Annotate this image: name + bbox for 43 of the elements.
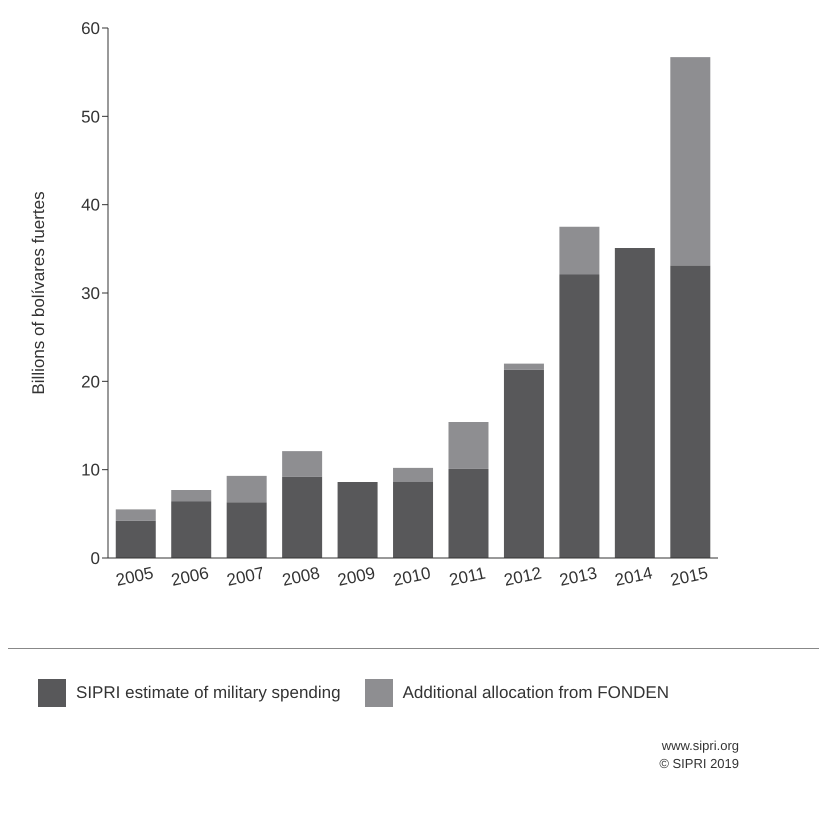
bar xyxy=(559,274,600,558)
bar xyxy=(504,370,544,558)
bar xyxy=(226,476,267,502)
legend-label: SIPRI estimate of military spending xyxy=(76,683,341,703)
text: www.sipri.org xyxy=(660,737,739,755)
x-tick-label: 2008 xyxy=(280,563,322,590)
bar xyxy=(282,476,322,558)
x-tick-label: 2015 xyxy=(668,563,710,590)
bar xyxy=(171,490,212,502)
y-tick-label: 0 xyxy=(90,549,100,568)
x-tick-label: 2005 xyxy=(114,563,156,590)
x-tick-label: 2007 xyxy=(225,563,266,590)
x-tick-label: 2011 xyxy=(447,564,488,590)
text: © SIPRI 2019 xyxy=(658,755,739,773)
bar xyxy=(116,520,156,558)
bar xyxy=(338,482,378,558)
x-tick-label: 2013 xyxy=(558,563,599,590)
bar xyxy=(670,57,710,266)
bar xyxy=(448,468,488,558)
bar xyxy=(393,482,434,558)
bar xyxy=(670,266,710,558)
bar xyxy=(448,422,488,469)
bar xyxy=(226,502,267,558)
x-tick-label: 2010 xyxy=(391,563,432,590)
y-axis-title: Billions of bolívares fuertes xyxy=(29,191,48,395)
bar xyxy=(171,501,212,558)
x-tick-label: 2014 xyxy=(613,563,654,590)
y-tick-label: 10 xyxy=(81,460,100,480)
bar xyxy=(393,468,434,482)
y-tick-label: 20 xyxy=(81,372,100,392)
bar xyxy=(614,248,655,558)
y-tick-label: 50 xyxy=(81,107,100,126)
y-tick-label: 60 xyxy=(81,19,100,38)
x-tick-label: 2012 xyxy=(502,563,544,590)
y-tick-label: 30 xyxy=(81,284,100,304)
bar xyxy=(116,509,156,521)
legend-label: Additional allocation from FONDEN xyxy=(402,683,670,703)
bar xyxy=(282,451,322,477)
x-tick-label: 2006 xyxy=(170,563,211,590)
bar xyxy=(559,226,600,274)
y-tick-label: 40 xyxy=(81,196,100,215)
x-tick-label: 2009 xyxy=(336,563,377,590)
bar xyxy=(504,364,544,370)
